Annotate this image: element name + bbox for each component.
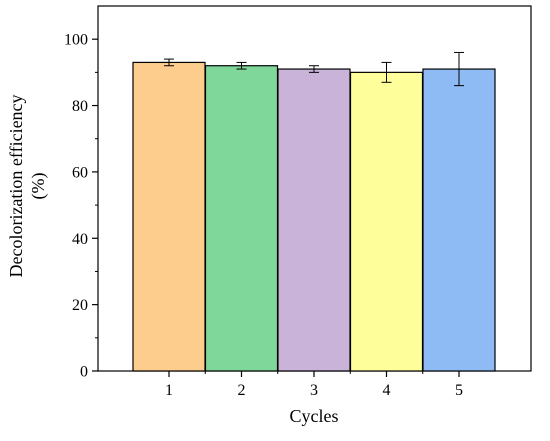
y-tick-label: 20 <box>72 297 88 314</box>
y-tick-label: 0 <box>80 364 88 381</box>
bar-cycle-3 <box>277 68 351 372</box>
x-tick-label: 5 <box>455 382 463 399</box>
x-axis: 1 2 3 4 5 <box>165 371 463 399</box>
bar-cycle-2 <box>204 65 279 372</box>
bar-cycle-1 <box>132 61 206 372</box>
bar-cycle-5 <box>422 68 496 372</box>
x-tick-label: 1 <box>165 382 173 399</box>
y-tick-label: 40 <box>72 231 88 248</box>
y-tick-label: 100 <box>64 32 88 49</box>
y-tick-label: 60 <box>72 164 88 181</box>
y-axis-label-line-2: (%) <box>28 173 49 200</box>
x-tick-label: 2 <box>238 382 246 399</box>
bars-layer <box>132 61 496 372</box>
x-axis-label: Cycles <box>290 406 339 426</box>
error-bars-layer <box>164 51 464 87</box>
bar-cycle-4 <box>349 71 424 372</box>
y-axis: 0 20 40 60 80 100 <box>64 32 98 381</box>
x-tick-label: 3 <box>310 382 318 399</box>
y-tick-label: 80 <box>72 98 88 115</box>
x-tick-label: 4 <box>383 382 391 399</box>
y-axis-label-line-1: Decolorization efficiency <box>6 94 26 277</box>
